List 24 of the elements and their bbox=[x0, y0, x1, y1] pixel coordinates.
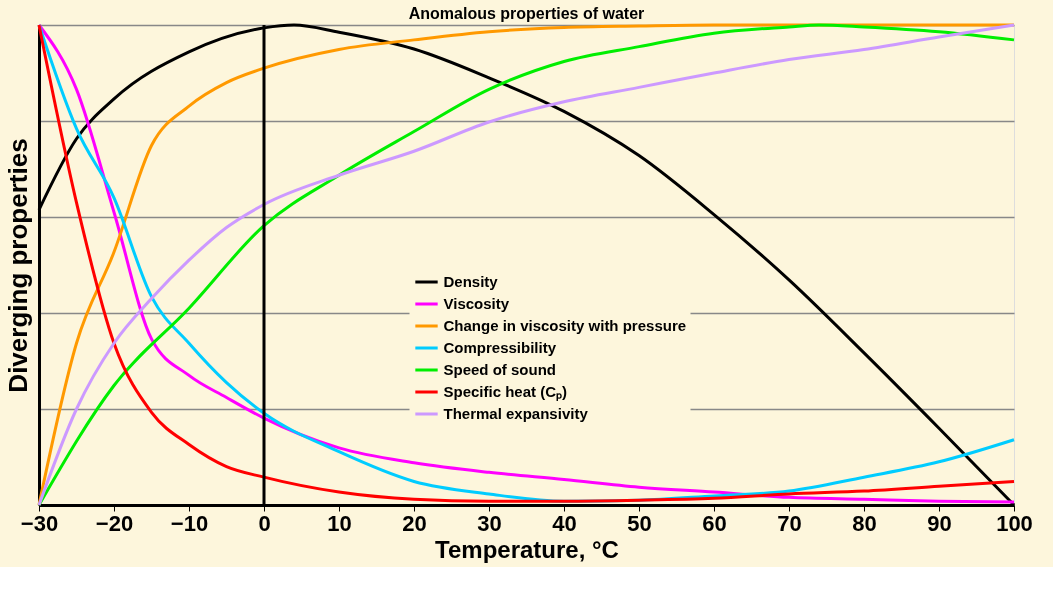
chart-title: Anomalous properties of water bbox=[408, 4, 645, 22]
x-tick-label: 100 bbox=[996, 510, 1033, 536]
x-tick-label: −20 bbox=[95, 510, 134, 536]
x-tick-label: 40 bbox=[552, 510, 577, 536]
x-tick-label: −30 bbox=[20, 510, 59, 536]
x-tick-label: 20 bbox=[402, 510, 427, 536]
x-tick-label: 0 bbox=[258, 510, 271, 536]
x-tick-label: 70 bbox=[777, 510, 802, 536]
legend-label: Specific heat (Cₚ) bbox=[443, 383, 568, 401]
y-axis-title: Diverging properties bbox=[2, 138, 33, 393]
legend-label: Density bbox=[443, 273, 499, 290]
x-tick-label: 90 bbox=[927, 510, 952, 536]
x-tick-label: 60 bbox=[702, 510, 727, 536]
x-axis-title: Temperature, °C bbox=[435, 535, 619, 563]
x-tick-label: 80 bbox=[852, 510, 877, 536]
x-tick-label: 10 bbox=[327, 510, 352, 536]
legend-label: Thermal expansivity bbox=[443, 405, 589, 422]
x-tick-label: 50 bbox=[627, 510, 652, 536]
legend-label: Compressibility bbox=[443, 339, 557, 356]
x-tick-label: −10 bbox=[170, 510, 209, 536]
legend-label: Viscosity bbox=[443, 295, 510, 312]
legend-label: Speed of sound bbox=[443, 361, 556, 378]
x-tick-label: 30 bbox=[477, 510, 502, 536]
legend-label: Change in viscosity with pressure bbox=[443, 317, 687, 334]
